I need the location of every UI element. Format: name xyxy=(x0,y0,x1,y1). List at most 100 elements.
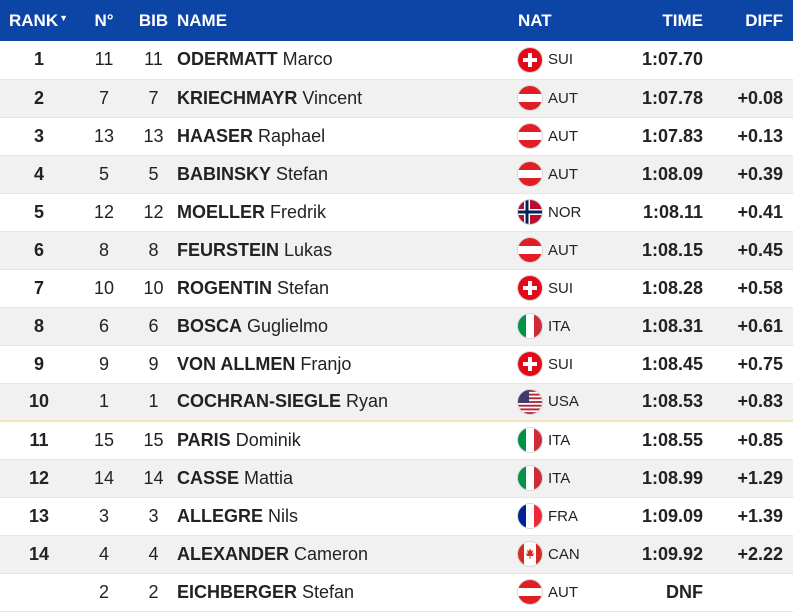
diff-cell: +2.22 xyxy=(737,543,783,564)
table-row[interactable]: 13 3 3 ALLEGRE Nils FRA 1:09.09 +1.39 xyxy=(0,497,793,535)
header-row: RANK▼ N° BIB NAME NAT TIME DIFF xyxy=(0,0,793,41)
table-row[interactable]: 5 12 12 MOELLER Fredrik NOR 1:08.11 +0.41 xyxy=(0,193,793,231)
diff-cell: +1.29 xyxy=(737,467,783,488)
diff-cell: +1.39 xyxy=(737,505,783,526)
athlete-first-name: Guglielmo xyxy=(247,315,329,336)
athlete-first-name: Stefan xyxy=(276,163,329,184)
rank-cell: 1 xyxy=(33,49,44,70)
table-row[interactable]: 9 9 9 VON ALLMEN Franjo SUI 1:08.45 +0.75 xyxy=(0,345,793,383)
rank-cell xyxy=(0,573,78,611)
athlete-name-cell[interactable]: COCHRAN-SIEGLE Ryan xyxy=(177,383,518,421)
nation-code: ITA xyxy=(548,431,571,449)
bib-cell: 12 xyxy=(143,201,164,222)
athlete-last-name: ALLEGRE xyxy=(177,505,264,526)
diff-cell: +0.08 xyxy=(737,87,783,108)
bib-cell: 5 xyxy=(148,163,159,184)
nation-code: SUI xyxy=(548,279,574,297)
athlete-last-name: BABINSKY xyxy=(177,163,272,184)
rank-cell: 6 xyxy=(33,239,44,260)
bib-cell: 2 xyxy=(148,581,159,602)
athlete-name-cell[interactable]: ALEXANDER Cameron xyxy=(177,535,518,573)
rank-cell: 4 xyxy=(33,163,44,184)
athlete-name-cell[interactable]: BOSCA Guglielmo xyxy=(177,307,518,345)
athlete-last-name: ALEXANDER xyxy=(177,543,290,564)
athlete-name-cell[interactable]: VON ALLMEN Franjo xyxy=(177,345,518,383)
table-row[interactable]: 7 10 10 ROGENTIN Stefan SUI 1:08.28 +0.58 xyxy=(0,269,793,307)
time-cell: 1:08.99 xyxy=(641,467,703,488)
athlete-name-cell[interactable]: FEURSTEIN Lukas xyxy=(177,231,518,269)
athlete-last-name: MOELLER xyxy=(177,201,265,222)
start-number-cell: 4 xyxy=(98,543,109,564)
nation-code: AUT xyxy=(548,583,578,601)
bib-cell: 4 xyxy=(148,543,159,564)
table-row[interactable]: 2 7 7 KRIECHMAYR Vincent AUT 1:07.78 +0.08 xyxy=(0,79,793,117)
athlete-name-cell[interactable]: MOELLER Fredrik xyxy=(177,193,518,231)
nation-code: ITA xyxy=(548,469,571,487)
col-header-time[interactable]: TIME xyxy=(662,10,703,30)
nation-cell: AUT xyxy=(518,155,628,193)
flag-ita-icon xyxy=(518,428,542,453)
bib-cell: 6 xyxy=(148,315,159,336)
col-header-rank[interactable]: RANK▼ xyxy=(0,0,78,41)
table-row[interactable]: 10 1 1 COCHRAN-SIEGLE Ryan USA 1:08.53 +0.83 xyxy=(0,383,793,421)
athlete-first-name: Raphael xyxy=(258,125,326,146)
start-number-cell: 15 xyxy=(93,429,115,450)
diff-cell: +0.58 xyxy=(737,277,783,298)
table-row[interactable]: 4 5 5 BABINSKY Stefan AUT 1:08.09 +0.39 xyxy=(0,155,793,193)
time-cell: 1:08.09 xyxy=(641,163,703,184)
table-row[interactable]: 2 2 EICHBERGER Stefan AUT DNF xyxy=(0,573,793,611)
athlete-name-cell[interactable]: HAASER Raphael xyxy=(177,117,518,155)
athlete-name-cell[interactable]: ROGENTIN Stefan xyxy=(177,269,518,307)
col-header-no[interactable]: N° xyxy=(94,10,114,30)
col-header-nat[interactable]: NAT xyxy=(518,10,552,30)
athlete-first-name: Franjo xyxy=(300,353,352,374)
nation-code: USA xyxy=(548,393,579,411)
start-number-cell: 7 xyxy=(98,87,109,108)
table-row[interactable]: 6 8 8 FEURSTEIN Lukas AUT 1:08.15 +0.45 xyxy=(0,231,793,269)
nation-cell: ITA xyxy=(518,421,628,459)
col-header-name[interactable]: NAME xyxy=(177,10,228,30)
table-row[interactable]: 3 13 13 HAASER Raphael AUT 1:07.83 +0.13 xyxy=(0,117,793,155)
col-header-diff[interactable]: DIFF xyxy=(745,10,783,30)
nation-code: CAN xyxy=(548,545,580,563)
diff-cell xyxy=(703,41,793,79)
athlete-name-cell[interactable]: ALLEGRE Nils xyxy=(177,497,518,535)
sort-arrow-icon[interactable]: ▼ xyxy=(59,12,69,23)
nation-cell: SUI xyxy=(518,41,628,79)
diff-cell: +0.39 xyxy=(737,163,783,184)
athlete-name-cell[interactable]: PARIS Dominik xyxy=(177,421,518,459)
nation-code: ITA xyxy=(548,317,571,335)
table-row[interactable]: 1 11 11 ODERMATT Marco SUI 1:07.70 xyxy=(0,41,793,79)
flag-fra-icon xyxy=(518,504,542,528)
nation-code: AUT xyxy=(548,165,578,183)
rank-cell: 11 xyxy=(29,429,49,450)
table-row[interactable]: 14 4 4 ALEXANDER Cameron CAN 1:09.92 +2.22 xyxy=(0,535,793,573)
athlete-last-name: COCHRAN-SIEGLE xyxy=(177,391,342,412)
athlete-name-cell[interactable]: EICHBERGER Stefan xyxy=(177,573,518,611)
athlete-first-name: Stefan xyxy=(302,581,355,602)
athlete-first-name: Lukas xyxy=(284,239,333,260)
flag-sui-icon xyxy=(518,47,542,72)
athlete-name-cell[interactable]: KRIECHMAYR Vincent xyxy=(177,79,518,117)
nation-cell: AUT xyxy=(518,231,628,269)
athlete-first-name: Marco xyxy=(282,49,333,70)
athlete-name-cell[interactable]: CASSE Mattia xyxy=(177,459,518,497)
athlete-name-cell[interactable]: BABINSKY Stefan xyxy=(177,155,518,193)
flag-aut-icon xyxy=(518,162,542,186)
table-row[interactable]: 11 15 15 PARIS Dominik ITA 1:08.55 +0.85 xyxy=(0,421,793,459)
start-number-cell: 2 xyxy=(98,581,109,602)
nation-cell: CAN xyxy=(518,535,628,573)
table-row[interactable]: 8 6 6 BOSCA Guglielmo ITA 1:08.31 +0.61 xyxy=(0,307,793,345)
col-header-bib[interactable]: BIB xyxy=(138,10,169,30)
athlete-last-name: FEURSTEIN xyxy=(177,239,280,260)
athlete-name-cell[interactable]: ODERMATT Marco xyxy=(177,41,518,79)
time-cell: 1:08.11 xyxy=(642,201,703,222)
nation-code: NOR xyxy=(548,203,582,221)
table-row[interactable]: 12 14 14 CASSE Mattia ITA 1:08.99 +1.29 xyxy=(0,459,793,497)
nation-cell: FRA xyxy=(518,497,628,535)
bib-cell: 7 xyxy=(148,87,159,108)
nation-code: AUT xyxy=(548,241,578,259)
start-number-cell: 5 xyxy=(98,163,109,184)
time-cell: 1:07.70 xyxy=(641,49,703,70)
bib-cell: 14 xyxy=(143,467,164,488)
